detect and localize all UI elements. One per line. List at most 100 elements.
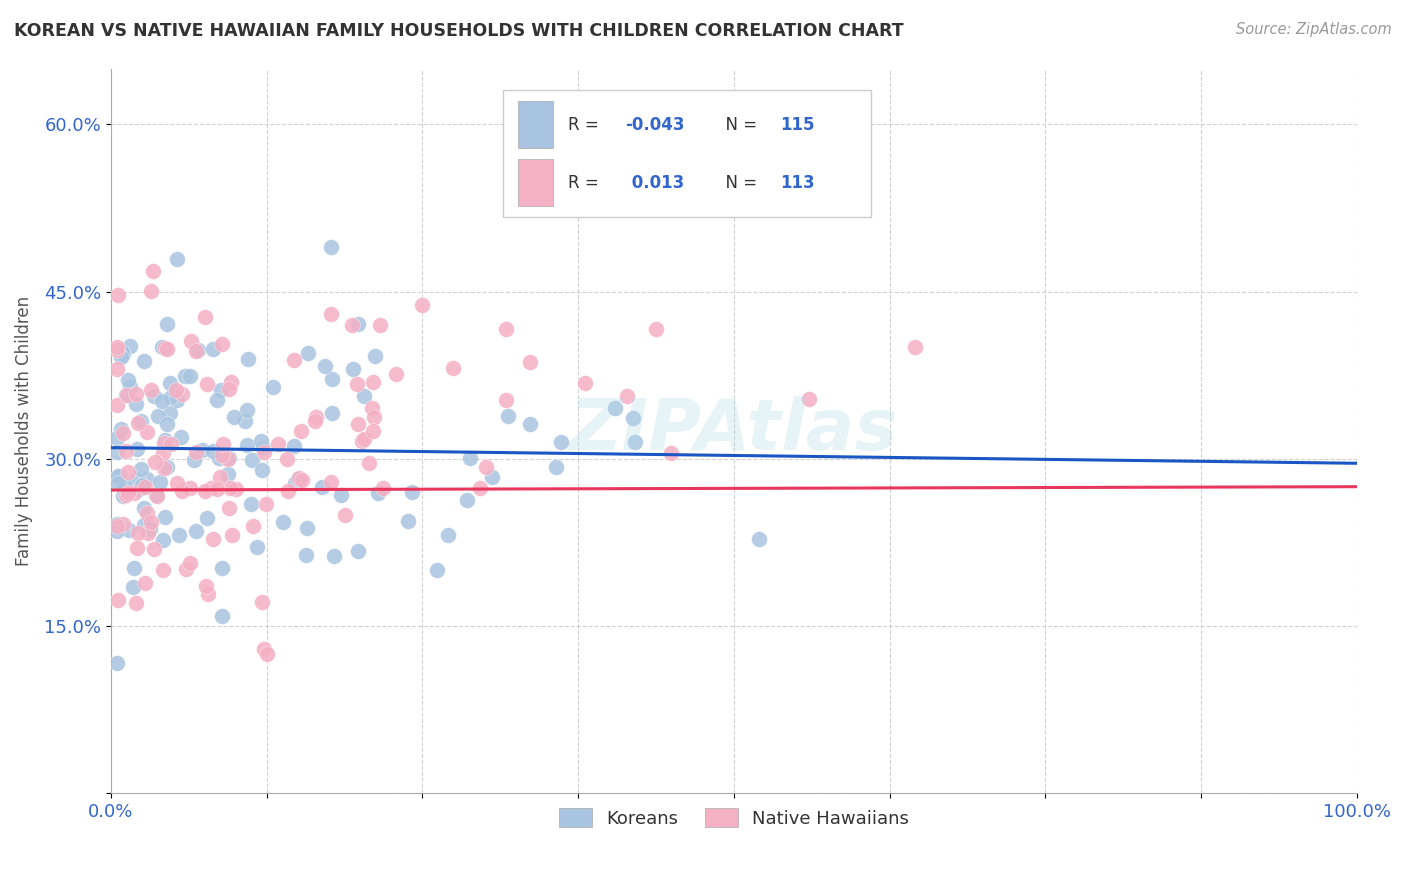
- Point: [173, 368, 195, 383]
- Point: [179, 368, 201, 383]
- Point: [105, 340, 128, 354]
- Point: [134, 576, 156, 591]
- Point: [254, 497, 277, 511]
- Point: [115, 444, 138, 458]
- Point: [426, 564, 449, 578]
- Point: [132, 354, 155, 368]
- Point: [246, 541, 269, 555]
- Point: [205, 482, 228, 496]
- Point: [202, 343, 225, 357]
- Point: [125, 541, 148, 555]
- Point: [152, 563, 174, 577]
- Point: [218, 500, 240, 515]
- Point: [110, 350, 132, 364]
- Point: [200, 481, 222, 495]
- Point: [134, 480, 156, 494]
- Point: [474, 460, 496, 475]
- Text: 115: 115: [780, 115, 814, 134]
- Point: [340, 318, 363, 333]
- Point: [401, 484, 423, 499]
- Point: [238, 352, 260, 367]
- Point: [145, 488, 167, 502]
- Point: [458, 451, 481, 466]
- Point: [118, 380, 141, 394]
- Text: KOREAN VS NATIVE HAWAIIAN FAMILY HOUSEHOLDS WITH CHILDREN CORRELATION CHART: KOREAN VS NATIVE HAWAIIAN FAMILY HOUSEHO…: [14, 22, 904, 40]
- Point: [495, 321, 517, 335]
- Point: [495, 393, 517, 408]
- Point: [211, 561, 233, 575]
- Point: [110, 422, 132, 436]
- Point: [288, 471, 311, 485]
- Text: R =: R =: [568, 174, 605, 192]
- Point: [127, 416, 149, 430]
- Point: [208, 450, 231, 465]
- Point: [195, 376, 218, 391]
- Point: [105, 343, 128, 358]
- Point: [128, 482, 150, 496]
- Point: [156, 342, 179, 356]
- Point: [353, 433, 375, 447]
- Point: [304, 414, 326, 428]
- Point: [205, 393, 228, 408]
- Point: [239, 497, 262, 511]
- Point: [184, 343, 207, 358]
- Point: [218, 450, 240, 465]
- Point: [284, 475, 307, 490]
- Point: [748, 533, 770, 547]
- Point: [276, 452, 298, 467]
- Point: [197, 587, 219, 601]
- Point: [125, 597, 148, 611]
- Point: [295, 521, 318, 535]
- Point: [211, 609, 233, 624]
- Point: [105, 656, 128, 670]
- Point: [290, 473, 312, 487]
- Text: 0.013: 0.013: [626, 174, 683, 192]
- Point: [321, 406, 343, 420]
- Point: [143, 541, 166, 556]
- Point: [456, 492, 478, 507]
- Point: [127, 442, 149, 456]
- Point: [143, 455, 166, 469]
- Point: [211, 437, 233, 451]
- Point: [125, 473, 148, 487]
- Point: [107, 593, 129, 607]
- Point: [153, 460, 176, 475]
- Point: [550, 435, 572, 450]
- Point: [396, 515, 419, 529]
- Point: [159, 376, 181, 391]
- Point: [346, 377, 368, 392]
- Point: [211, 336, 233, 351]
- Point: [621, 410, 644, 425]
- Point: [174, 562, 197, 576]
- Point: [364, 349, 387, 363]
- Point: [219, 481, 242, 495]
- Point: [122, 561, 145, 575]
- Point: [253, 642, 276, 657]
- Point: [125, 386, 148, 401]
- Point: [170, 484, 193, 499]
- Point: [346, 317, 368, 331]
- Point: [290, 424, 312, 438]
- Point: [242, 453, 264, 467]
- Point: [118, 524, 141, 538]
- Point: [233, 415, 256, 429]
- Point: [411, 298, 433, 312]
- Point: [277, 484, 299, 499]
- Point: [107, 476, 129, 491]
- Point: [252, 594, 274, 608]
- Point: [105, 361, 128, 376]
- Point: [283, 439, 305, 453]
- Point: [166, 476, 188, 491]
- FancyBboxPatch shape: [519, 101, 554, 148]
- Point: [267, 436, 290, 450]
- Point: [194, 310, 217, 324]
- Point: [323, 549, 346, 564]
- Point: [353, 388, 375, 402]
- Point: [135, 472, 157, 486]
- Point: [114, 479, 136, 493]
- FancyBboxPatch shape: [503, 90, 872, 217]
- Point: [156, 417, 179, 431]
- Point: [187, 343, 209, 357]
- Point: [217, 467, 239, 482]
- Point: [544, 460, 567, 475]
